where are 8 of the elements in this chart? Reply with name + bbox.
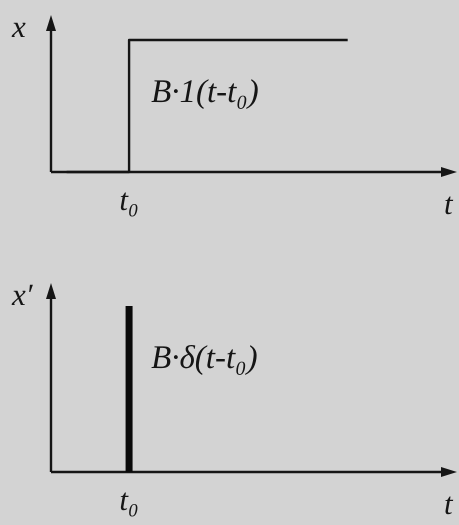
x-axis-title: t	[444, 186, 454, 221]
text: t₀	[119, 182, 139, 217]
text: t₀	[119, 482, 139, 517]
y-axis-title: x′	[11, 277, 34, 312]
annotation: B·1(t-t₀)	[151, 74, 259, 110]
y-axis-title: x	[11, 9, 26, 44]
x-axis-title: t	[444, 486, 454, 521]
annotation: B·δ(t-t₀)	[151, 340, 258, 376]
